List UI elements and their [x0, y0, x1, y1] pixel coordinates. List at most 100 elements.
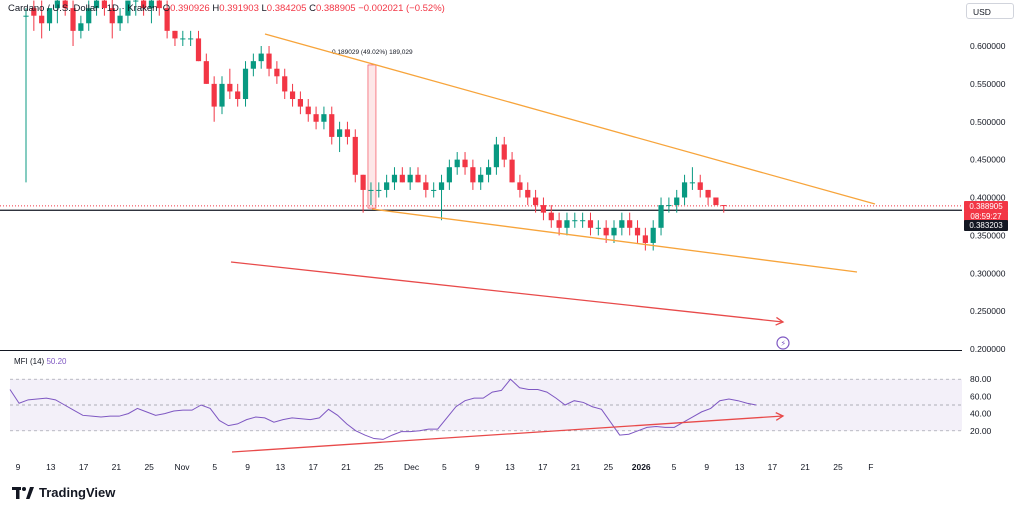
mfi-tick-label: 60.00: [970, 391, 992, 401]
close-label: C: [309, 3, 316, 14]
lower-trendline: [371, 208, 858, 273]
candle-body: [611, 227, 617, 236]
candle-body: [658, 205, 664, 228]
candle-body: [188, 38, 194, 40]
candle-body: [266, 53, 272, 69]
last-price-tag: 0.388905: [964, 201, 1008, 212]
mfi-up-arrow-head: [775, 412, 785, 421]
measure-label: 0.189029 (49.02%) 189,029: [332, 49, 413, 56]
time-tick-label: 21: [341, 462, 351, 472]
candle-body: [407, 174, 413, 183]
currency-button[interactable]: USD: [966, 3, 1014, 19]
candle-body: [93, 0, 100, 9]
close-value: 0.388905: [315, 3, 356, 14]
price-tick-label: 0.550000: [970, 79, 1006, 89]
candle-body: [674, 197, 680, 206]
candle-body: [172, 30, 178, 39]
mfi-line: [9, 378, 757, 440]
candle-body: [713, 197, 719, 206]
time-tick-label: 5: [442, 462, 447, 472]
candle-body: [23, 15, 29, 17]
candle-body: [313, 114, 319, 122]
candle-body: [282, 76, 288, 92]
candle-body: [274, 68, 280, 77]
candle-body: [509, 159, 515, 183]
candle-body: [564, 220, 570, 228]
candle-body: [133, 0, 139, 2]
candle-body: [705, 189, 711, 198]
time-tick-label: Dec: [404, 462, 420, 472]
tradingview-logo[interactable]: TradingView: [12, 485, 115, 500]
candle-body: [587, 220, 594, 228]
time-tick-label: 9: [16, 462, 21, 472]
time-tick-label: 21: [571, 462, 581, 472]
candle-body: [446, 167, 452, 183]
candle-body: [478, 174, 484, 183]
mfi-name: MFI (14): [14, 357, 45, 366]
candle-body: [423, 182, 429, 190]
candle-body: [242, 68, 249, 100]
price-tick-label: 0.300000: [970, 268, 1006, 278]
price-down-arrow: [230, 261, 784, 323]
candle-body: [250, 61, 256, 69]
candle-body: [227, 83, 233, 92]
time-tick-label: F: [868, 462, 873, 472]
candle-body: [485, 167, 492, 175]
time-tick-label: 21: [800, 462, 810, 472]
mfi-tick-label: 40.00: [970, 409, 992, 419]
drawings-layer: 0.189029 (49.02%) 189,029 ⚡: [230, 33, 876, 350]
candle-body: [297, 99, 303, 107]
candle-body: [627, 220, 633, 228]
open-value: 0.390926: [170, 3, 210, 14]
candle-body: [125, 0, 131, 16]
time-tick-label: 13: [276, 462, 286, 472]
candle-body: [360, 174, 366, 190]
candle-body: [289, 91, 296, 100]
low-label: L: [261, 3, 267, 14]
mfi-tick-label: 80.00: [970, 374, 992, 384]
candle-body: [525, 189, 531, 198]
time-axis: 9 13 17 21 25 Nov 5 9 13 17 21 25 Dec 5 9 13 17 21 25 2026 5…: [16, 462, 874, 472]
mfi-tick-label: 20.00: [970, 426, 992, 436]
mfi-pane: 80.00 60.00 40.00 20.00: [9, 374, 992, 453]
candle-body: [219, 83, 225, 107]
time-tick-label: 9: [704, 462, 709, 472]
time-tick-label: 13: [46, 462, 56, 472]
time-tick-label: 13: [735, 462, 745, 472]
price-tick-label: 0.250000: [970, 306, 1006, 316]
candle-body: [117, 15, 123, 24]
candle-body: [86, 8, 92, 24]
mfi-legend[interactable]: MFI (14) 50.20: [14, 357, 67, 366]
candle-body: [454, 159, 460, 168]
symbol-label[interactable]: Cardano / U.S. Dollar · 1D · Kraken: [8, 3, 158, 14]
candle-body: [666, 205, 672, 207]
candle-body: [376, 189, 382, 191]
candle-body: [203, 61, 209, 84]
mfi-up-arrow: [231, 415, 784, 453]
price-down-arrow-head: [775, 316, 785, 326]
time-tick-label: 9: [475, 462, 480, 472]
candle-body: [619, 220, 625, 228]
time-tick-label: 17: [308, 462, 318, 472]
candle-body: [78, 23, 84, 31]
low-value: 0.384205: [266, 3, 307, 14]
price-tick-label: 0.600000: [970, 41, 1006, 51]
candle-body: [399, 174, 405, 183]
candle-body: [595, 227, 601, 229]
candle-body: [721, 205, 727, 207]
time-tick-label: 2026: [632, 462, 651, 472]
candle-body: [156, 0, 162, 9]
price-tick-label: 0.400000: [970, 193, 1006, 203]
candle-body: [62, 0, 68, 9]
candle-body: [462, 159, 468, 168]
time-tick-label: Nov: [174, 462, 190, 472]
candle-body: [31, 8, 37, 16]
candle-body: [101, 0, 107, 9]
high-label: H: [212, 3, 220, 14]
time-tick-label: 17: [79, 462, 89, 472]
candle-body: [493, 144, 499, 168]
candle-body: [556, 220, 562, 228]
candle-body: [689, 182, 695, 184]
candle-body: [195, 38, 202, 62]
